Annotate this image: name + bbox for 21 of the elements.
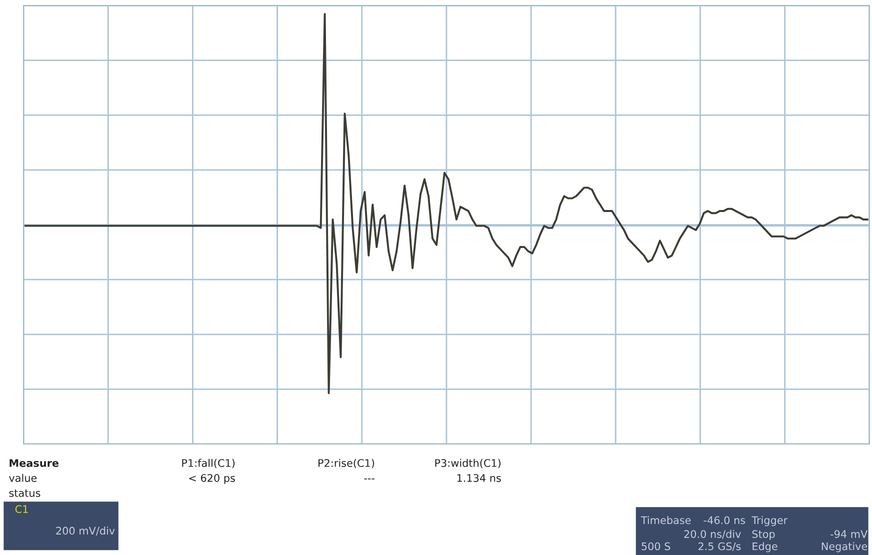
text: < 620 ps [189, 474, 235, 484]
text: 1.134 ns [457, 474, 501, 482]
text: -94 mV [830, 530, 868, 538]
text: P1:fall(C1) [182, 458, 235, 468]
text: 20.0 ns/div [684, 530, 741, 539]
text: P2:rise(C1) [318, 458, 374, 468]
text: 2.5 GS/s [698, 542, 741, 552]
text: status [9, 489, 40, 497]
text: Timebase [640, 516, 691, 524]
text: Negative [822, 542, 868, 552]
text: value [9, 474, 37, 482]
text: Edge [752, 542, 778, 552]
text: --- [364, 478, 374, 480]
text: P3:width(C1) [435, 458, 501, 468]
text: -46.0 ns [704, 516, 746, 524]
text: Trigger [752, 516, 788, 526]
text: 200 mV/div [56, 526, 115, 536]
text: C1 [15, 505, 28, 514]
text: Measure [10, 459, 58, 467]
text: Stop [752, 530, 775, 540]
text: 500 S [642, 542, 670, 550]
